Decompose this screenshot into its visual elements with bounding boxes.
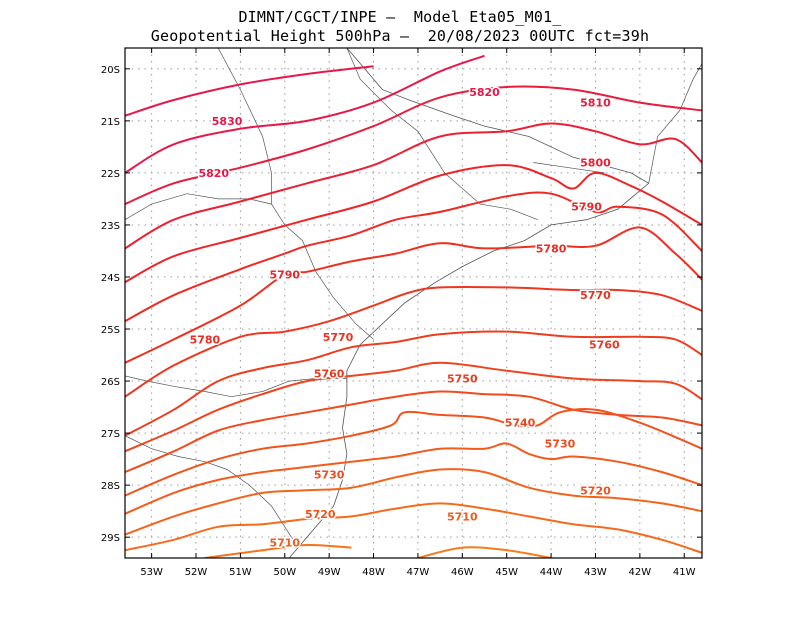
x-tick-label: 42W bbox=[629, 567, 652, 578]
y-tick-label: 28S bbox=[101, 481, 120, 492]
y-tick-label: 22S bbox=[101, 169, 120, 180]
contour-label: 5770 bbox=[580, 289, 611, 302]
contour-label: 5730 bbox=[314, 469, 345, 482]
contour-label: 5710 bbox=[447, 510, 478, 523]
y-tick-label: 21S bbox=[101, 117, 120, 128]
contour-label: 5780 bbox=[536, 242, 567, 255]
x-tick-label: 41W bbox=[673, 567, 696, 578]
contour-label: 5800 bbox=[580, 156, 611, 169]
contour-5730 bbox=[125, 390, 702, 474]
contour-labels: 5830 5820 5820 5810 5800 5790 5790 5780 5780 5770… bbox=[188, 85, 621, 551]
x-tick-label: 51W bbox=[229, 567, 252, 578]
state-border bbox=[533, 162, 605, 174]
state-border bbox=[217, 48, 272, 205]
contour-label: 5740 bbox=[505, 417, 536, 430]
contour-label: 5810 bbox=[580, 97, 611, 110]
x-tick-label: 50W bbox=[273, 567, 296, 578]
x-tick-label: 43W bbox=[584, 567, 607, 578]
contour-label: 5830 bbox=[212, 115, 243, 128]
contour-5710 bbox=[125, 442, 702, 515]
x-tick-label: 52W bbox=[185, 567, 208, 578]
contour-layer bbox=[125, 54, 702, 558]
y-tick-label: 27S bbox=[101, 429, 120, 440]
x-tick-label: 44W bbox=[540, 567, 563, 578]
x-tick-label: 47W bbox=[407, 567, 430, 578]
y-tick-label: 29S bbox=[101, 533, 120, 544]
contour-5810 bbox=[125, 85, 702, 206]
x-tick-label: 45W bbox=[495, 567, 518, 578]
contour-5700 bbox=[125, 468, 702, 536]
state-border bbox=[125, 193, 272, 221]
x-tick-label: 48W bbox=[362, 567, 385, 578]
contour-5670 bbox=[417, 546, 552, 558]
state-border bbox=[346, 48, 538, 221]
contour-5690 bbox=[125, 502, 702, 554]
contour-5770 bbox=[125, 226, 702, 364]
y-tick-label: 23S bbox=[101, 221, 120, 232]
contour-5740 bbox=[125, 361, 702, 453]
contour-label: 5750 bbox=[447, 372, 478, 385]
contour-5820 bbox=[125, 54, 485, 174]
contour-label: 5780 bbox=[190, 333, 221, 346]
contour-label: 5720 bbox=[580, 484, 611, 497]
contour-label: 5790 bbox=[269, 268, 300, 281]
contour-5830 bbox=[125, 65, 374, 117]
contour-label: 5720 bbox=[305, 508, 336, 521]
contour-5760 bbox=[125, 285, 702, 398]
contour-label: 5730 bbox=[545, 438, 576, 451]
contour-5800 bbox=[125, 122, 702, 250]
y-tick-label: 25S bbox=[101, 325, 120, 336]
contour-label: 5760 bbox=[589, 339, 620, 352]
state-border bbox=[125, 435, 299, 548]
contour-label: 5790 bbox=[571, 201, 602, 214]
contour-label: 5820 bbox=[469, 86, 500, 99]
contour-label: 5820 bbox=[198, 167, 229, 180]
contour-5790 bbox=[125, 164, 702, 284]
contour-label: 5770 bbox=[323, 331, 354, 344]
y-tick-label: 20S bbox=[101, 65, 120, 76]
x-tick-label: 53W bbox=[140, 567, 163, 578]
y-tick-label: 24S bbox=[101, 273, 120, 284]
state-border bbox=[125, 375, 347, 398]
contour-5720 bbox=[125, 407, 702, 497]
contour-5680 bbox=[204, 543, 352, 558]
contour-label: 5710 bbox=[269, 536, 300, 549]
map-frame bbox=[124, 47, 703, 559]
contour-label: 5760 bbox=[314, 367, 345, 380]
x-tick-label: 49W bbox=[318, 567, 341, 578]
chart-title-line2: Geopotential Height 500hPa – 20/08/2023 … bbox=[150, 27, 650, 45]
axes: 53W 52W 51W 50W 49W 48W 47W 46W 45W 44W 43W 42W 41W 2… bbox=[101, 48, 702, 578]
y-tick-label: 26S bbox=[101, 377, 120, 388]
state-border bbox=[648, 63, 702, 184]
x-tick-label: 46W bbox=[451, 567, 474, 578]
chart-title-line1: DIMNT/CGCT/INPE – Model Eta05_M01_ bbox=[238, 8, 562, 26]
contour-5750 bbox=[125, 330, 702, 437]
contour-5780 bbox=[125, 191, 702, 323]
